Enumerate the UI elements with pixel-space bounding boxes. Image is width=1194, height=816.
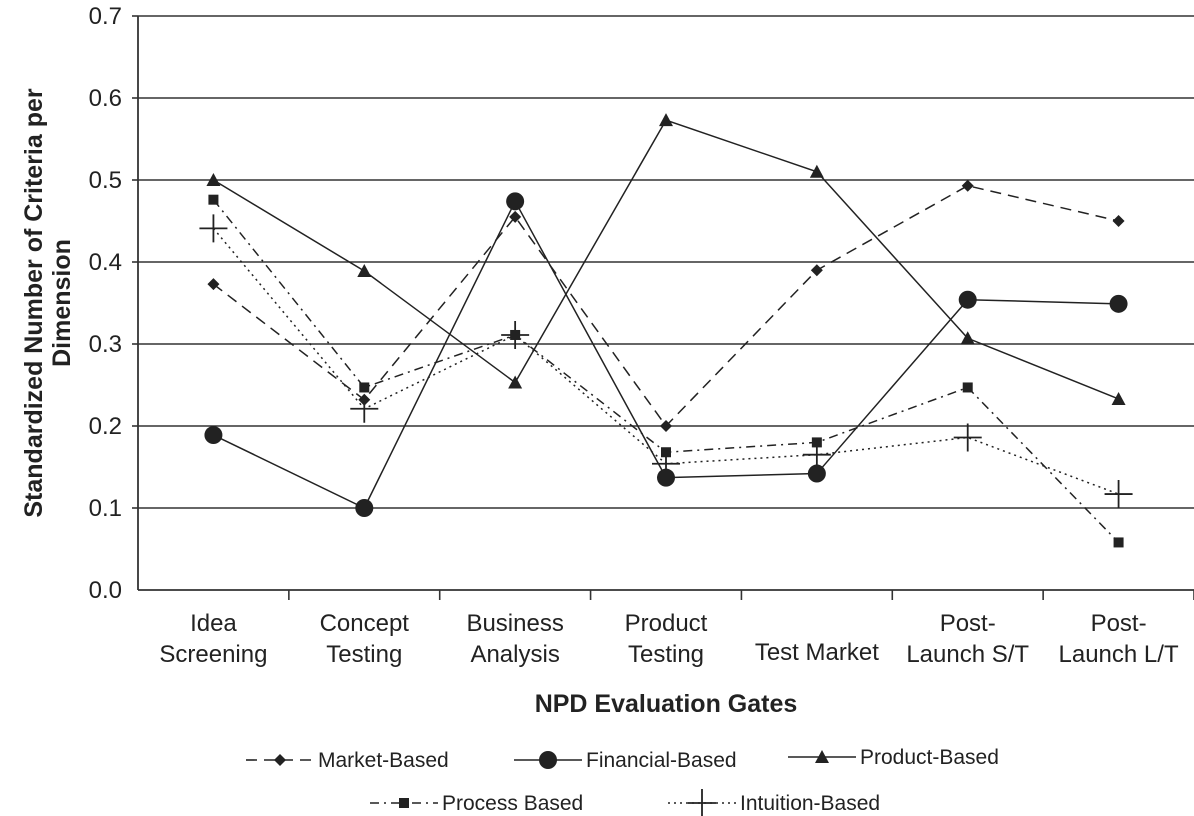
data-point [1113, 537, 1124, 548]
series-line [213, 119, 1119, 400]
data-point [357, 264, 372, 278]
data-point [199, 214, 228, 243]
y-tick-label: 0.5 [89, 167, 122, 194]
legend-item: Process Based [370, 792, 583, 815]
data-point [659, 113, 673, 127]
data-point [508, 375, 523, 389]
legend-marker [399, 798, 409, 808]
series-market-based [207, 179, 1125, 432]
axes [132, 15, 1194, 600]
legend-label: Product-Based [860, 746, 999, 769]
data-point [208, 194, 219, 205]
x-tick-label: Post-Launch S/T [906, 610, 1029, 668]
y-tick-labels: 0.0 0.1 0.2 0.3 0.4 0.5 0.6 0.7 [89, 3, 122, 604]
series-group [199, 113, 1133, 548]
series-line [212, 199, 1120, 543]
legend-label: Process Based [442, 792, 583, 815]
data-point [953, 423, 982, 452]
legend-marker [274, 754, 286, 766]
data-point [809, 164, 824, 178]
data-point [506, 192, 525, 211]
series-product-based [206, 113, 1126, 405]
data-point [207, 278, 220, 291]
y-tick-label: 0.0 [89, 577, 122, 604]
data-point [652, 449, 680, 478]
legend-item: Financial-Based [514, 749, 737, 772]
series-intuition-based [199, 214, 1133, 509]
data-point [1104, 480, 1133, 509]
x-tick-label: Concept Testing [320, 610, 410, 668]
y-tick-label: 0.4 [89, 249, 122, 276]
data-point [1109, 294, 1128, 313]
data-point [958, 290, 977, 309]
data-point [359, 382, 370, 393]
data-point [810, 264, 823, 277]
legend-label: Financial-Based [586, 749, 737, 772]
x-tick-label: Test Market [755, 639, 879, 666]
x-tick-label: Post-Launch L/T [1059, 610, 1179, 668]
data-point [501, 320, 530, 349]
y-axis-title: Standardized Number of Criteria perDimen… [20, 88, 76, 518]
data-point [960, 331, 975, 345]
data-point [355, 499, 374, 517]
legend-marker [539, 751, 557, 769]
legend-marker [815, 750, 829, 763]
data-point [1111, 391, 1126, 405]
legend-item: Intuition-Based [668, 789, 880, 816]
legend-label: Market-Based [318, 749, 449, 772]
legend-item: Market-Based [246, 749, 449, 772]
y-tick-label: 0.3 [89, 331, 122, 358]
x-tick-labels: Idea Screening Concept Testing Business Analy… [159, 610, 1179, 668]
axis-titles: NPD Evaluation Gates Standardized Number … [20, 88, 797, 718]
data-point [962, 382, 973, 393]
data-point [204, 426, 223, 445]
data-point [509, 210, 522, 223]
legend-item: Product-Based [788, 746, 999, 769]
y-tick-label: 0.7 [89, 3, 122, 30]
y-tick-label: 0.6 [89, 85, 122, 112]
x-tick-label: Product Testing [625, 610, 708, 668]
data-point [206, 173, 221, 186]
legend-label: Intuition-Based [740, 792, 880, 815]
series-process-based [208, 194, 1124, 548]
data-point [350, 394, 379, 423]
x-axis-title: NPD Evaluation Gates [535, 690, 798, 718]
x-tick-label: Idea Screening [159, 610, 267, 668]
data-point [802, 440, 831, 469]
data-point [961, 179, 974, 192]
y-tick-label: 0.2 [89, 413, 122, 440]
data-point [660, 420, 672, 432]
legend-marker [688, 789, 716, 816]
gridlines [138, 15, 1194, 509]
data-point [1112, 215, 1125, 227]
y-tick-label: 0.1 [89, 495, 122, 522]
x-tick-label: Business Analysis [466, 610, 563, 668]
data-point [807, 464, 826, 483]
legend: Market-Based Financial-Based Product-Based… [246, 746, 999, 816]
